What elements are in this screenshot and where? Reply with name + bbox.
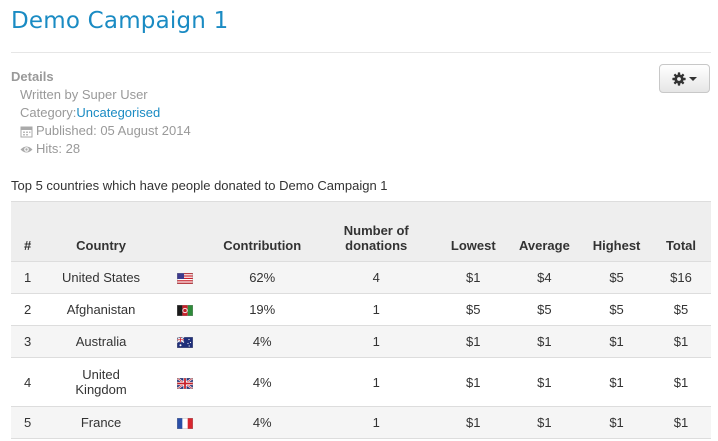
cell-flag xyxy=(157,261,212,294)
cell-lowest: $1 xyxy=(439,261,507,294)
cell-total: $1 xyxy=(650,406,711,439)
cell-country: United Kingdom xyxy=(44,357,158,407)
af-flag-icon xyxy=(176,305,193,317)
table-row: 5 France 4% 1 $1 $1 $1 $1 xyxy=(11,406,711,439)
header-average: Average xyxy=(506,201,583,262)
table-header-row: # Country Contribution Number of donatio… xyxy=(11,201,711,262)
category-link[interactable]: Uncategorised xyxy=(76,105,161,120)
cell-flag xyxy=(157,325,212,358)
cell-highest: $5 xyxy=(582,261,651,294)
category-label: Category: xyxy=(20,105,77,120)
header-total: Total xyxy=(650,201,711,262)
cell-total: $1 xyxy=(650,325,711,358)
cell-donations: 1 xyxy=(312,357,440,407)
cell-contribution: 4% xyxy=(211,357,313,407)
cell-donations: 1 xyxy=(312,325,440,358)
header-donations-line1: Number of xyxy=(343,223,409,238)
cell-highest: $1 xyxy=(582,325,651,358)
cell-lowest: $5 xyxy=(439,293,507,326)
author-text: Written by Super User xyxy=(20,87,148,102)
category-row: Category: Uncategorised xyxy=(11,104,191,122)
cell-country: France xyxy=(44,406,158,439)
cell-highest: $1 xyxy=(582,357,651,407)
cell-country: United States xyxy=(44,261,158,294)
cell-country-line1: United xyxy=(82,367,120,382)
eye-icon xyxy=(20,146,33,152)
gb-flag-icon xyxy=(176,377,193,389)
header-highest: Highest xyxy=(582,201,651,262)
cell-country: Afghanistan xyxy=(44,293,158,326)
au-flag-icon xyxy=(176,337,193,349)
article-details: Details Written by Super User Category: … xyxy=(11,68,191,158)
cell-rank: 3 xyxy=(11,325,45,358)
chevron-down-icon xyxy=(689,76,697,81)
hits-text: Hits: 28 xyxy=(36,141,81,156)
header-contribution: Contribution xyxy=(211,201,313,262)
header-lowest: Lowest xyxy=(439,201,507,262)
cell-total: $16 xyxy=(650,261,711,294)
cell-donations: 1 xyxy=(312,293,440,326)
cell-contribution: 4% xyxy=(211,406,313,439)
hits-row: Hits: 28 xyxy=(11,140,191,158)
cell-country: Australia xyxy=(44,325,158,358)
header-donations-line2: donations xyxy=(345,238,408,253)
cell-donations: 1 xyxy=(312,406,440,439)
cell-flag xyxy=(157,293,212,326)
header-flag xyxy=(157,201,212,262)
author-row: Written by Super User xyxy=(11,86,191,104)
cell-rank: 2 xyxy=(11,293,45,326)
top-countries-table: # Country Contribution Number of donatio… xyxy=(11,201,711,439)
cell-flag xyxy=(157,406,212,439)
table-row: 1 United States 62% 4 $1 $4 $5 $16 xyxy=(11,261,711,294)
fr-flag-icon xyxy=(176,418,193,430)
cell-total: $1 xyxy=(650,357,711,407)
table-row: 4 United Kingdom 4% 1 $1 $1 $1 $1 xyxy=(11,357,711,407)
cell-average: $5 xyxy=(506,293,583,326)
cell-average: $1 xyxy=(506,325,583,358)
article-tools-button[interactable] xyxy=(659,64,710,93)
header-rank: # xyxy=(11,201,45,262)
table-row: 2 Afghanistan 19% 1 $5 $5 $5 $5 xyxy=(11,293,711,326)
calendar-icon xyxy=(20,126,33,137)
cell-country-line2: Kingdom xyxy=(75,382,127,397)
cell-contribution: 62% xyxy=(211,261,313,294)
published-row: Published: 05 August 2014 xyxy=(11,122,191,140)
cell-flag xyxy=(157,357,212,407)
us-flag-icon xyxy=(176,273,193,285)
cell-lowest: $1 xyxy=(439,325,507,358)
table-row: 3 Australia 4% 1 $1 $1 $1 $1 xyxy=(11,325,711,358)
cell-total: $5 xyxy=(650,293,711,326)
cell-contribution: 4% xyxy=(211,325,313,358)
cell-average: $1 xyxy=(506,406,583,439)
cell-average: $1 xyxy=(506,357,583,407)
title-divider xyxy=(11,52,711,53)
header-country: Country xyxy=(44,201,158,262)
cell-highest: $1 xyxy=(582,406,651,439)
cell-rank: 4 xyxy=(11,357,45,407)
page-title: Demo Campaign 1 xyxy=(11,8,229,34)
gear-icon xyxy=(672,71,686,86)
cell-lowest: $1 xyxy=(439,406,507,439)
published-text: Published: 05 August 2014 xyxy=(36,123,191,138)
details-heading: Details xyxy=(11,69,54,84)
cell-donations: 4 xyxy=(312,261,440,294)
cell-lowest: $1 xyxy=(439,357,507,407)
header-donations: Number of donations xyxy=(312,201,440,262)
intro-text: Top 5 countries which have people donate… xyxy=(11,178,388,193)
cell-rank: 5 xyxy=(11,406,45,439)
cell-highest: $5 xyxy=(582,293,651,326)
cell-contribution: 19% xyxy=(211,293,313,326)
cell-average: $4 xyxy=(506,261,583,294)
cell-rank: 1 xyxy=(11,261,45,294)
